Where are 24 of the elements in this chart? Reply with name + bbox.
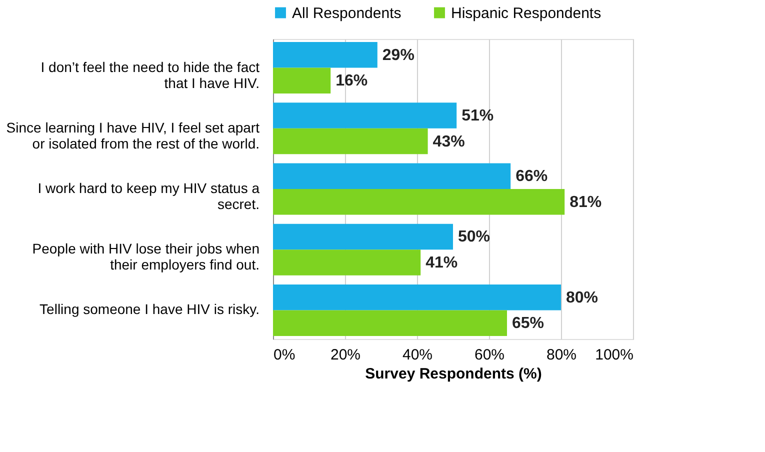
data-label: 66% bbox=[516, 168, 548, 186]
data-label: 81% bbox=[570, 194, 602, 211]
x-axis-title: Survey Respondents (%) bbox=[365, 366, 542, 382]
data-label: 80% bbox=[566, 289, 598, 306]
y-tick-label: I don’t feel the need to hide the fact that I have HIV. bbox=[40, 58, 260, 91]
data-label: 65% bbox=[512, 315, 544, 332]
legend-label: All Respondents bbox=[292, 4, 402, 22]
data-label: 41% bbox=[426, 254, 458, 272]
legend-label: Hispanic Respondents bbox=[451, 4, 602, 22]
data-label: 43% bbox=[432, 133, 465, 150]
data-label: 29% bbox=[382, 46, 414, 64]
x-tick-label: 60% bbox=[474, 346, 505, 364]
data-label: 51% bbox=[462, 108, 494, 125]
x-tick-label: 40% bbox=[402, 346, 433, 364]
x-tick-label: 0% bbox=[274, 346, 296, 364]
y-tick-label: Telling someone I have HIV is risky. bbox=[40, 301, 260, 318]
y-tick-label: I work hard to keep my HIV status a secret. bbox=[38, 180, 260, 212]
data-label: 50% bbox=[458, 228, 490, 246]
data-label: 16% bbox=[336, 72, 368, 90]
x-tick-label: 100% bbox=[595, 346, 634, 364]
x-tick-label: 80% bbox=[546, 346, 577, 364]
y-tick-label: People with HIV lose their jobs when their employers find out. bbox=[32, 240, 260, 273]
y-tick-label: Since learning I have HIV, I feel set apart or isolated from the rest of the world. bbox=[6, 119, 260, 152]
x-tick-label: 20% bbox=[330, 346, 361, 364]
